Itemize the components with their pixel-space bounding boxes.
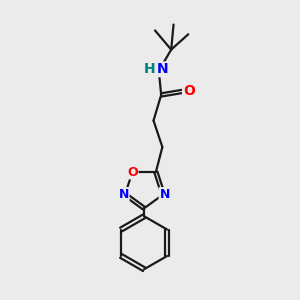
Text: N: N	[157, 62, 168, 76]
Text: O: O	[127, 166, 138, 178]
Text: O: O	[183, 84, 195, 98]
Text: N: N	[159, 188, 170, 201]
Text: N: N	[118, 188, 129, 201]
Text: H: H	[144, 62, 155, 76]
